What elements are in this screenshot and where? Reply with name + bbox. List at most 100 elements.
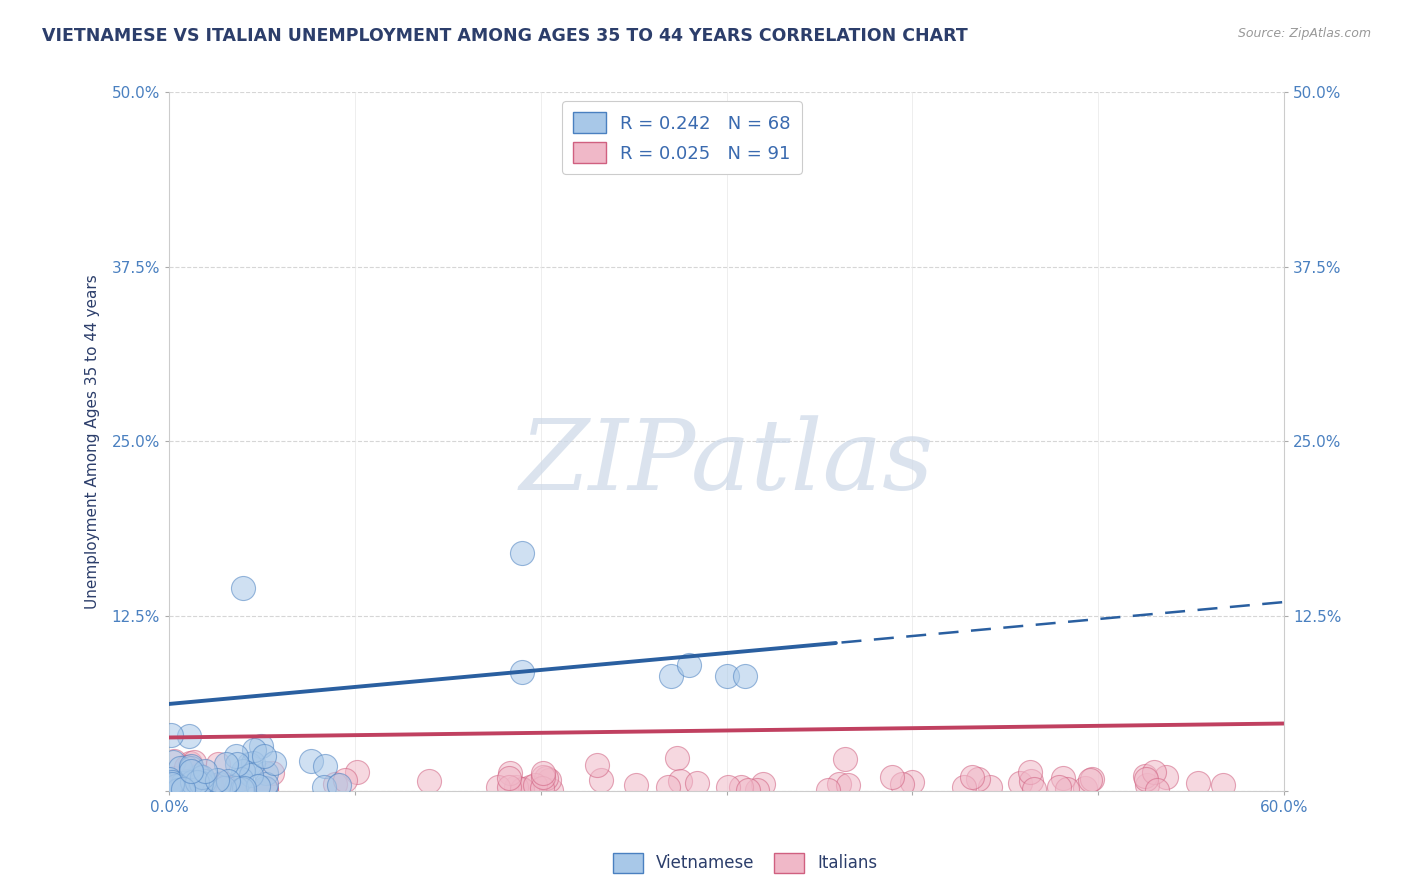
Point: [167, 783, 190, 797]
Point: [1019, 773, 1042, 788]
Point: [172, 782, 194, 797]
Point: [665, 751, 688, 765]
Point: [188, 774, 211, 789]
Text: VIETNAMESE VS ITALIAN UNEMPLOYMENT AMONG AGES 35 TO 44 YEARS CORRELATION CHART: VIETNAMESE VS ITALIAN UNEMPLOYMENT AMONG…: [42, 27, 967, 45]
Point: [160, 780, 183, 794]
Point: [225, 749, 247, 764]
Point: [734, 669, 756, 683]
Point: [1080, 772, 1102, 787]
Point: [180, 758, 202, 772]
Point: [498, 780, 520, 794]
Point: [882, 771, 904, 785]
Point: [242, 756, 264, 770]
Point: [730, 780, 752, 795]
Point: [183, 755, 205, 769]
Point: [1052, 771, 1074, 785]
Point: [254, 777, 277, 791]
Point: [717, 780, 740, 795]
Point: [186, 774, 208, 789]
Point: [200, 778, 222, 792]
Point: [180, 761, 202, 775]
Point: [167, 773, 190, 788]
Point: [176, 780, 198, 795]
Point: [1073, 781, 1095, 796]
Point: [1010, 775, 1032, 789]
Point: [188, 775, 211, 789]
Point: [1156, 770, 1178, 784]
Y-axis label: Unemployment Among Ages 35 to 44 years: Unemployment Among Ages 35 to 44 years: [86, 274, 100, 609]
Point: [174, 760, 197, 774]
Point: [160, 777, 183, 791]
Point: [165, 780, 187, 795]
Point: [891, 777, 914, 791]
Text: ZIPatlas: ZIPatlas: [519, 415, 934, 510]
Point: [215, 780, 238, 794]
Point: [219, 780, 242, 795]
Point: [519, 780, 541, 794]
Point: [225, 756, 247, 771]
Point: [180, 764, 202, 778]
Point: [1146, 783, 1168, 797]
Point: [169, 780, 191, 794]
Point: [538, 773, 561, 788]
Point: [686, 776, 709, 790]
Point: [232, 780, 254, 795]
Point: [191, 771, 214, 785]
Point: [837, 778, 859, 792]
Point: [253, 748, 276, 763]
Point: [172, 776, 194, 790]
Point: [180, 773, 202, 788]
Point: [657, 780, 679, 795]
Point: [540, 783, 562, 797]
Point: [225, 781, 247, 796]
Point: [254, 765, 277, 780]
Point: [177, 774, 200, 789]
Point: [172, 780, 194, 794]
Point: [231, 782, 253, 797]
Point: [246, 779, 269, 793]
Point: [176, 774, 198, 789]
Point: [177, 729, 200, 743]
Legend: Vietnamese, Italians: Vietnamese, Italians: [606, 847, 884, 880]
Point: [254, 780, 277, 795]
Point: [325, 777, 347, 791]
Point: [163, 754, 186, 768]
Point: [180, 775, 202, 789]
Point: [207, 772, 229, 787]
Point: [498, 772, 520, 786]
Point: [238, 756, 260, 771]
Point: [834, 752, 856, 766]
Point: [243, 743, 266, 757]
Point: [193, 764, 215, 778]
Point: [1135, 772, 1157, 786]
Point: [159, 728, 181, 742]
Point: [1187, 776, 1209, 790]
Point: [157, 772, 180, 786]
Point: [624, 778, 647, 792]
Point: [827, 776, 849, 790]
Point: [165, 771, 187, 785]
Point: [737, 782, 759, 797]
Point: [510, 782, 533, 797]
Point: [510, 665, 533, 679]
Point: [585, 757, 607, 772]
Point: [215, 756, 238, 771]
Point: [263, 756, 285, 771]
Point: [534, 771, 557, 785]
Point: [418, 774, 440, 789]
Point: [217, 774, 239, 789]
Point: [299, 754, 322, 768]
Point: [260, 766, 283, 780]
Point: [212, 781, 235, 796]
Point: [678, 657, 700, 672]
Point: [187, 769, 209, 783]
Point: [207, 756, 229, 771]
Point: [169, 781, 191, 796]
Point: [510, 546, 533, 560]
Point: [1019, 765, 1042, 780]
Point: [817, 782, 839, 797]
Point: [211, 776, 233, 790]
Point: [250, 739, 273, 753]
Text: Source: ZipAtlas.com: Source: ZipAtlas.com: [1237, 27, 1371, 40]
Point: [1136, 778, 1159, 792]
